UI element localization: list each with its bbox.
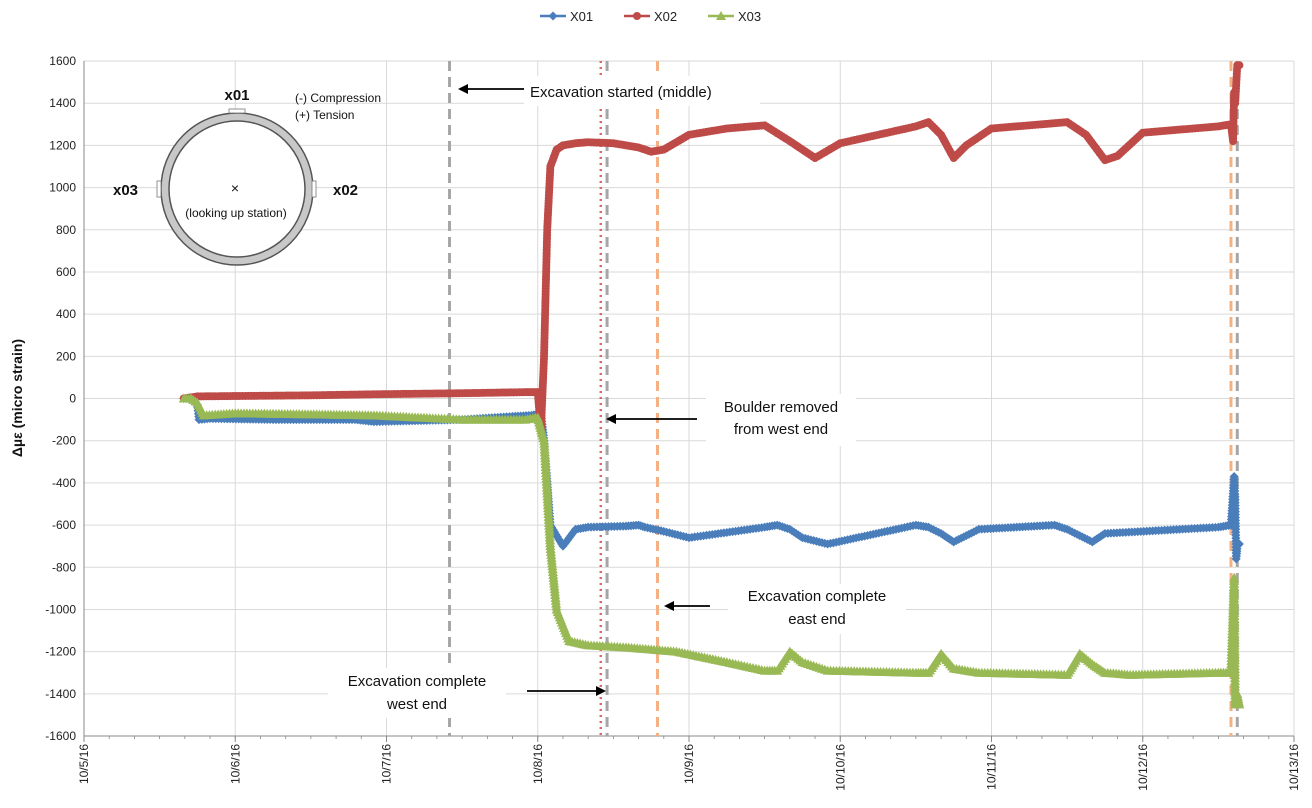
y-tick-label: 0: [69, 392, 76, 406]
x-tick-label: 10/11/16: [985, 744, 999, 790]
legend-item-x03: X03: [708, 9, 761, 24]
y-tick-label: -200: [52, 434, 76, 448]
gauge-x01-mark: [228, 108, 246, 114]
pipe-inner-ring: [168, 120, 306, 258]
x-tick-label: 10/13/16: [1287, 744, 1301, 791]
annotation-boulder-removed-2: from west end: [734, 421, 828, 438]
y-tick-label: 1600: [49, 54, 76, 68]
y-tick-label: 800: [56, 223, 76, 237]
annotations: Excavation started (middle) Boulder remo…: [328, 76, 906, 718]
data-point: [633, 12, 641, 20]
y-tick-label: 1400: [49, 96, 76, 110]
annotation-excavation-started: Excavation started (middle): [530, 84, 712, 101]
y-tick-label: -1600: [45, 729, 76, 743]
series-x03: [178, 393, 1245, 709]
inset-label-x02: x02: [333, 182, 358, 199]
y-tick-label: -1200: [45, 645, 76, 659]
annotation-west-end-2: west end: [386, 696, 447, 713]
inset-legend-tension: (+) Tension: [295, 108, 354, 122]
legend: X01 X02 X03: [540, 9, 761, 24]
y-tick-label: -600: [52, 518, 76, 532]
x-tick-label: 10/12/16: [1136, 744, 1150, 791]
legend-item-x01: X01: [540, 9, 593, 24]
data-point: [1235, 61, 1244, 70]
y-tick-label: -800: [52, 560, 76, 574]
series-x02: [179, 61, 1244, 435]
inset-diagram: x01 x02 x03 × (looking up station) (-) C…: [113, 87, 381, 266]
y-tick-labels: -1600 -1400 -1200 -1000 -800 -600 -400 -200 0 200…: [45, 54, 76, 743]
inset-legend-compression: (-) Compression: [295, 91, 381, 105]
y-tick-label: -1400: [45, 687, 76, 701]
data-point: [1234, 699, 1245, 709]
annotation-east-end-1: Excavation complete: [748, 588, 886, 605]
event-lines: [448, 61, 1239, 736]
x-tick-label: 10/10/16: [833, 744, 847, 791]
x-tick-labels: 10/5/16 10/6/16 10/7/16 10/8/16 10/9/16 10/10…: [77, 744, 1301, 791]
legend-item-x02: X02: [624, 9, 677, 24]
data-point: [716, 11, 726, 20]
annotation-west-end-1: Excavation complete: [348, 673, 486, 690]
axes: [83, 61, 1295, 742]
x-tick-label: 10/5/16: [77, 744, 91, 784]
inset-label-x01: x01: [224, 87, 249, 104]
legend-label: X03: [738, 9, 761, 24]
y-axis-label: Δµε (micro strain): [9, 339, 25, 457]
inset-label-x03: x03: [113, 182, 138, 199]
series-layer: [178, 61, 1245, 709]
y-tick-label: 200: [56, 349, 76, 363]
y-tick-label: 1000: [49, 181, 76, 195]
y-tick-label: -400: [52, 476, 76, 490]
annotation-east-end-2: east end: [788, 611, 846, 628]
inset-center-mark: ×: [231, 180, 239, 196]
legend-label: X02: [654, 9, 677, 24]
data-point: [1234, 539, 1244, 549]
gauge-x02-mark: [311, 180, 317, 198]
annotation-boulder-removed-1: Boulder removed: [724, 399, 838, 416]
gauge-x03-mark: [156, 180, 162, 198]
y-tick-label: 1200: [49, 138, 76, 152]
y-tick-label: 400: [56, 307, 76, 321]
inset-center-text: (looking up station): [185, 206, 286, 220]
legend-label: X01: [570, 9, 593, 24]
y-tick-label: -1000: [45, 602, 76, 616]
x-tick-label: 10/9/16: [682, 744, 696, 784]
x-tick-label: 10/8/16: [531, 744, 545, 784]
y-tick-label: 600: [56, 265, 76, 279]
x-tick-label: 10/6/16: [228, 744, 242, 784]
x-tick-label: 10/7/16: [380, 744, 394, 784]
data-point: [548, 11, 558, 21]
